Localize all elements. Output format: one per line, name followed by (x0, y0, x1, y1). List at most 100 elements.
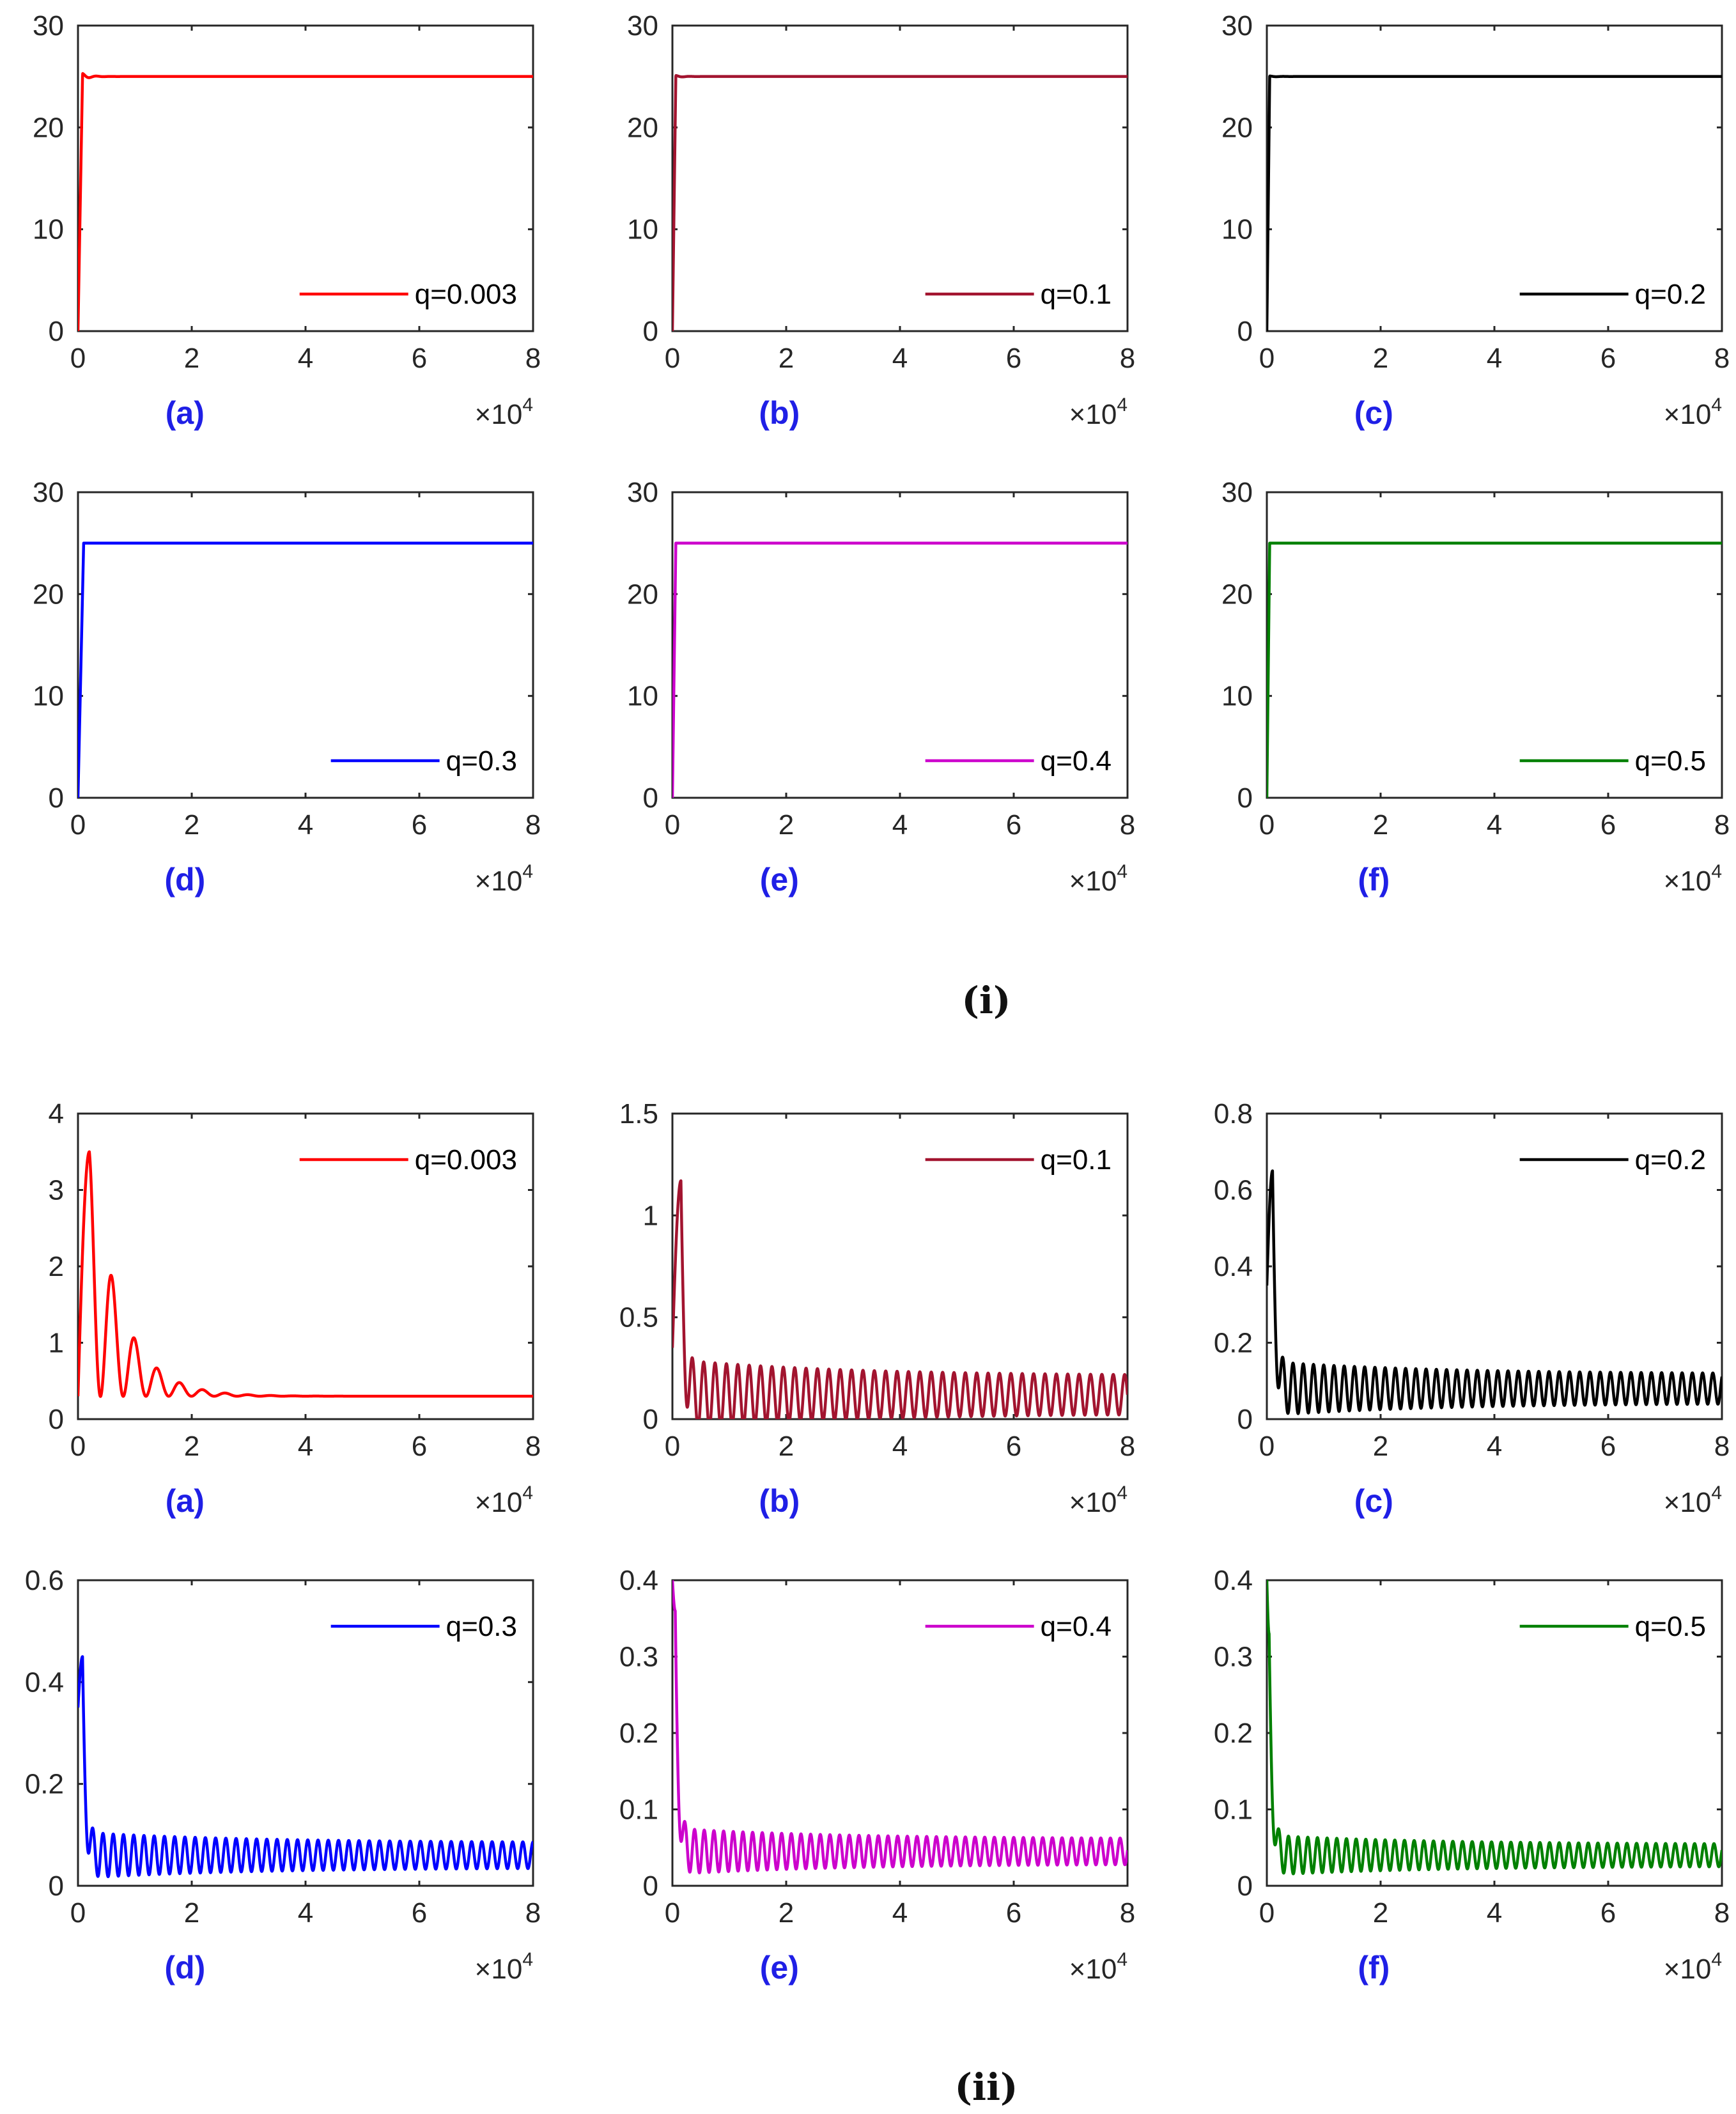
x-tick-label: 4 (298, 343, 313, 374)
x-tick-label: 4 (298, 809, 313, 841)
panel-label: (a) (166, 1483, 205, 1519)
x-multiplier-exp: 4 (1711, 861, 1722, 882)
x-tick-label: 2 (779, 1431, 794, 1462)
panel-label: (a) (166, 395, 205, 431)
x-tick-label: 0 (665, 1897, 680, 1929)
x-multiplier-base: ×10 (1664, 399, 1712, 430)
x-tick-label: 8 (1714, 343, 1730, 374)
y-tick-label: 0 (1237, 782, 1253, 814)
panel-label: (c) (1354, 1483, 1393, 1519)
legend: q=0.1 (925, 279, 1112, 310)
x-tick-label: 0 (1259, 1431, 1275, 1462)
x-multiplier: ×104 (1069, 1949, 1128, 1985)
panel-label: (b) (759, 395, 800, 431)
y-tick-label: 0.1 (1214, 1794, 1253, 1826)
x-multiplier-exp: 4 (1117, 1949, 1128, 1970)
y-tick-label: 0 (49, 782, 64, 814)
x-tick-label: 4 (1487, 809, 1502, 841)
x-multiplier-base: ×10 (475, 866, 523, 897)
y-tick-label: 20 (1221, 112, 1253, 143)
y-tick-label: 0 (643, 1404, 658, 1435)
x-tick-label: 6 (1600, 1897, 1616, 1929)
y-tick-label: 1.5 (619, 1098, 658, 1130)
x-multiplier: ×104 (1069, 1482, 1128, 1518)
series-line (672, 1179, 1128, 1419)
y-tick-label: 0.2 (25, 1769, 64, 1800)
y-tick-label: 0.2 (1214, 1328, 1253, 1359)
y-tick-label: 0 (49, 1870, 64, 1902)
panel-label: (d) (164, 1950, 205, 1986)
x-tick-label: 6 (1600, 809, 1616, 841)
x-tick-label: 6 (412, 809, 427, 841)
y-tick-label: 2 (49, 1251, 64, 1282)
y-tick-label: 10 (627, 214, 658, 245)
x-tick-label: 8 (1120, 1897, 1135, 1929)
x-tick-label: 8 (1714, 1897, 1730, 1929)
x-tick-label: 0 (70, 809, 86, 841)
panel-label: (d) (164, 862, 205, 898)
x-multiplier: ×104 (475, 394, 533, 430)
legend: q=0.4 (925, 745, 1112, 777)
group-label-ii: (ii) (955, 2065, 1018, 2109)
y-tick-label: 10 (33, 214, 64, 245)
legend-label: q=0.5 (1635, 745, 1706, 777)
series-line (672, 74, 1128, 331)
x-multiplier: ×104 (1664, 1482, 1722, 1518)
y-tick-label: 0.2 (619, 1718, 658, 1749)
x-tick-label: 4 (1487, 1431, 1502, 1462)
y-tick-label: 30 (627, 10, 658, 42)
x-multiplier-base: ×10 (1069, 1954, 1117, 1985)
x-multiplier: ×104 (1069, 394, 1128, 430)
x-tick-label: 0 (665, 1431, 680, 1462)
x-tick-label: 6 (412, 1431, 427, 1462)
x-tick-label: 4 (892, 1431, 908, 1462)
y-tick-label: 20 (1221, 579, 1253, 610)
x-multiplier: ×104 (1664, 861, 1722, 897)
y-tick-label: 0.5 (619, 1302, 658, 1333)
x-multiplier-base: ×10 (1069, 1487, 1117, 1518)
x-multiplier: ×104 (1664, 394, 1722, 430)
series-line (1267, 74, 1722, 331)
y-tick-label: 0.1 (619, 1794, 658, 1826)
x-multiplier-base: ×10 (1664, 866, 1712, 897)
x-tick-label: 2 (779, 1897, 794, 1929)
y-tick-label: 0 (49, 1404, 64, 1435)
x-tick-label: 6 (1600, 343, 1616, 374)
y-tick-label: 0.4 (25, 1667, 64, 1698)
series-line (672, 1580, 1128, 1875)
legend: q=0.5 (1519, 745, 1706, 777)
legend: q=0.3 (330, 745, 517, 777)
x-tick-label: 8 (1714, 1431, 1730, 1462)
legend-label: q=0.5 (1635, 1611, 1706, 1642)
x-multiplier-exp: 4 (1711, 1482, 1722, 1504)
y-tick-label: 10 (33, 681, 64, 712)
x-tick-label: 4 (298, 1431, 313, 1462)
x-multiplier-exp: 4 (522, 1482, 533, 1504)
x-tick-label: 0 (70, 1431, 86, 1462)
x-multiplier: ×104 (1069, 861, 1128, 897)
x-tick-label: 6 (1006, 809, 1021, 841)
x-multiplier-base: ×10 (475, 399, 523, 430)
chart-panel: 0 2 4 6 800.10.20.30.4×104(e)q=0.4 (619, 1565, 1135, 1986)
x-tick-label: 8 (1714, 809, 1730, 841)
y-tick-label: 0 (49, 316, 64, 347)
panel-label: (b) (759, 1483, 800, 1519)
y-tick-label: 20 (627, 112, 658, 143)
y-tick-label: 20 (627, 579, 658, 610)
y-tick-label: 0 (643, 782, 658, 814)
legend: q=0.003 (299, 1144, 517, 1176)
x-tick-label: 8 (1120, 1431, 1135, 1462)
legend-label: q=0.003 (415, 279, 517, 310)
series-line (78, 1150, 533, 1398)
x-tick-label: 8 (525, 1897, 541, 1929)
x-tick-label: 0 (1259, 809, 1275, 841)
x-multiplier-exp: 4 (1711, 394, 1722, 416)
x-tick-label: 2 (1373, 1431, 1388, 1462)
series-line (1267, 1580, 1722, 1876)
x-tick-label: 8 (525, 343, 541, 374)
